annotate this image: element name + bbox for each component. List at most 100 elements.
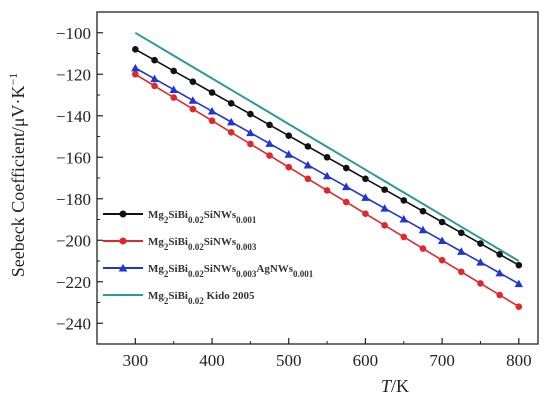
- series-1-point: [419, 207, 427, 215]
- legend-label-1: Mg2SiBi0.02SiNWs0.001: [148, 209, 257, 225]
- series-1-point: [400, 197, 408, 204]
- series-3-point: [150, 74, 159, 83]
- series-1-point: [208, 89, 216, 96]
- series-2-point: [438, 256, 446, 264]
- series-1-point: [323, 153, 331, 161]
- legend-label-3: Mg2SiBi0.02SiNWs0.003AgNWs0.001: [148, 263, 314, 279]
- series-1-point: [381, 186, 388, 193]
- legend-label-part: 2: [164, 242, 169, 252]
- y-tick-label: −200: [56, 231, 91, 250]
- series-3-point: [284, 150, 293, 158]
- series-layer: [131, 31, 524, 310]
- series-3-point: [418, 225, 428, 234]
- x-tick-label: 300: [123, 351, 149, 370]
- series-3-point: [246, 128, 255, 137]
- series-3-point: [322, 171, 332, 180]
- legend-label-part: 2: [164, 215, 169, 225]
- y-tick-label: −180: [56, 190, 91, 209]
- series-3-point: [188, 96, 198, 104]
- legend-marker-2: [119, 237, 127, 245]
- legend: Mg2SiBi0.02SiNWs0.001Mg2SiBi0.02SiNWs0.0…: [103, 209, 314, 306]
- series-3-point: [361, 193, 370, 201]
- series-1-point: [247, 110, 254, 118]
- y-tick-label: −240: [56, 314, 91, 333]
- legend-label-part: SiBi: [168, 209, 188, 221]
- x-tick-label: 800: [506, 351, 532, 370]
- legend-label-part: Mg: [148, 209, 164, 221]
- series-1-point: [189, 78, 197, 86]
- series-1-point: [266, 121, 273, 129]
- y-tick-label: −160: [56, 148, 91, 167]
- x-tick-label: 600: [353, 351, 379, 370]
- axes-layer: 300 400 500 600 700 800 −100 −120 −140 −160 −180 −2…: [56, 11, 539, 370]
- x-tick-label: 400: [199, 351, 225, 370]
- series-2-point: [247, 140, 254, 148]
- series-1-point: [227, 100, 235, 107]
- series-1-point: [285, 132, 293, 139]
- series-3-point: [495, 268, 504, 277]
- series-3-point: [207, 106, 217, 115]
- series-2-point: [132, 70, 139, 78]
- x-tick-label: 500: [276, 351, 302, 370]
- series-1-point: [151, 56, 158, 64]
- y-axis-title-sup: −1: [6, 73, 20, 86]
- legend-label-part: 0.001: [293, 269, 314, 279]
- legend-label-part: 0.003: [236, 269, 257, 279]
- y-tick-label: −220: [56, 273, 91, 292]
- legend-label-part: SiBi: [168, 290, 188, 302]
- legend-label-part: 0.02: [188, 296, 204, 306]
- legend-label-part: Kido 2005: [204, 290, 255, 302]
- series-3-point: [303, 160, 313, 169]
- series-1-point: [342, 164, 350, 172]
- y-tick-label: −120: [56, 65, 91, 84]
- y-tick-label: −140: [56, 107, 91, 126]
- series-2-point: [342, 198, 350, 206]
- legend-label-part: 0.02: [188, 269, 204, 279]
- series-3-point: [437, 236, 447, 245]
- series-2-point: [189, 105, 197, 113]
- legend-label-part: AgNWs: [256, 263, 293, 275]
- series-3-point: [227, 117, 236, 126]
- series-2-point: [496, 291, 503, 299]
- series-1-point: [515, 261, 523, 269]
- series-2-point: [227, 129, 235, 136]
- legend-label-part: Mg: [148, 236, 164, 248]
- legend-marker-3: [118, 263, 128, 272]
- series-2-point: [170, 94, 177, 101]
- series-1-point: [438, 218, 446, 226]
- series-2-point: [381, 222, 388, 229]
- series-1-point: [362, 175, 369, 183]
- series-3-point: [380, 204, 389, 212]
- series-3-point: [169, 85, 178, 93]
- x-axis-title-unit: /K: [391, 376, 409, 396]
- series-3-point: [342, 182, 351, 191]
- series-1-point: [496, 251, 503, 258]
- series-2-point: [266, 152, 273, 159]
- x-axis-title: T/K: [381, 376, 409, 396]
- series-3-point: [399, 214, 408, 223]
- series-2-point: [477, 280, 484, 287]
- series-3-point: [457, 247, 466, 255]
- x-axis-title-italic: T: [381, 376, 393, 396]
- legend-label-part: Mg: [148, 263, 164, 275]
- y-tick-label: −100: [56, 24, 91, 43]
- legend-label-part: SiBi: [168, 236, 188, 248]
- series-2-point: [419, 245, 427, 252]
- legend-label-part: 2: [164, 296, 169, 306]
- series-1-point: [304, 143, 312, 150]
- legend-label-part: SiNWs: [204, 209, 237, 221]
- y-axis-title: Seebeck Coefficient/μV·K−1: [6, 73, 28, 278]
- series-2-point: [362, 210, 369, 217]
- x-tick-label: 700: [429, 351, 455, 370]
- series-2-point: [285, 163, 293, 171]
- series-line-4: [134, 31, 520, 262]
- series-2-point: [515, 303, 523, 310]
- legend-label-part: 0.001: [236, 215, 257, 225]
- series-2-point: [323, 187, 331, 194]
- series-2-point: [458, 268, 465, 276]
- series-1-point: [170, 67, 177, 75]
- legend-label-2: Mg2SiBi0.02SiNWs0.003: [148, 236, 257, 252]
- series-3-point: [131, 63, 140, 72]
